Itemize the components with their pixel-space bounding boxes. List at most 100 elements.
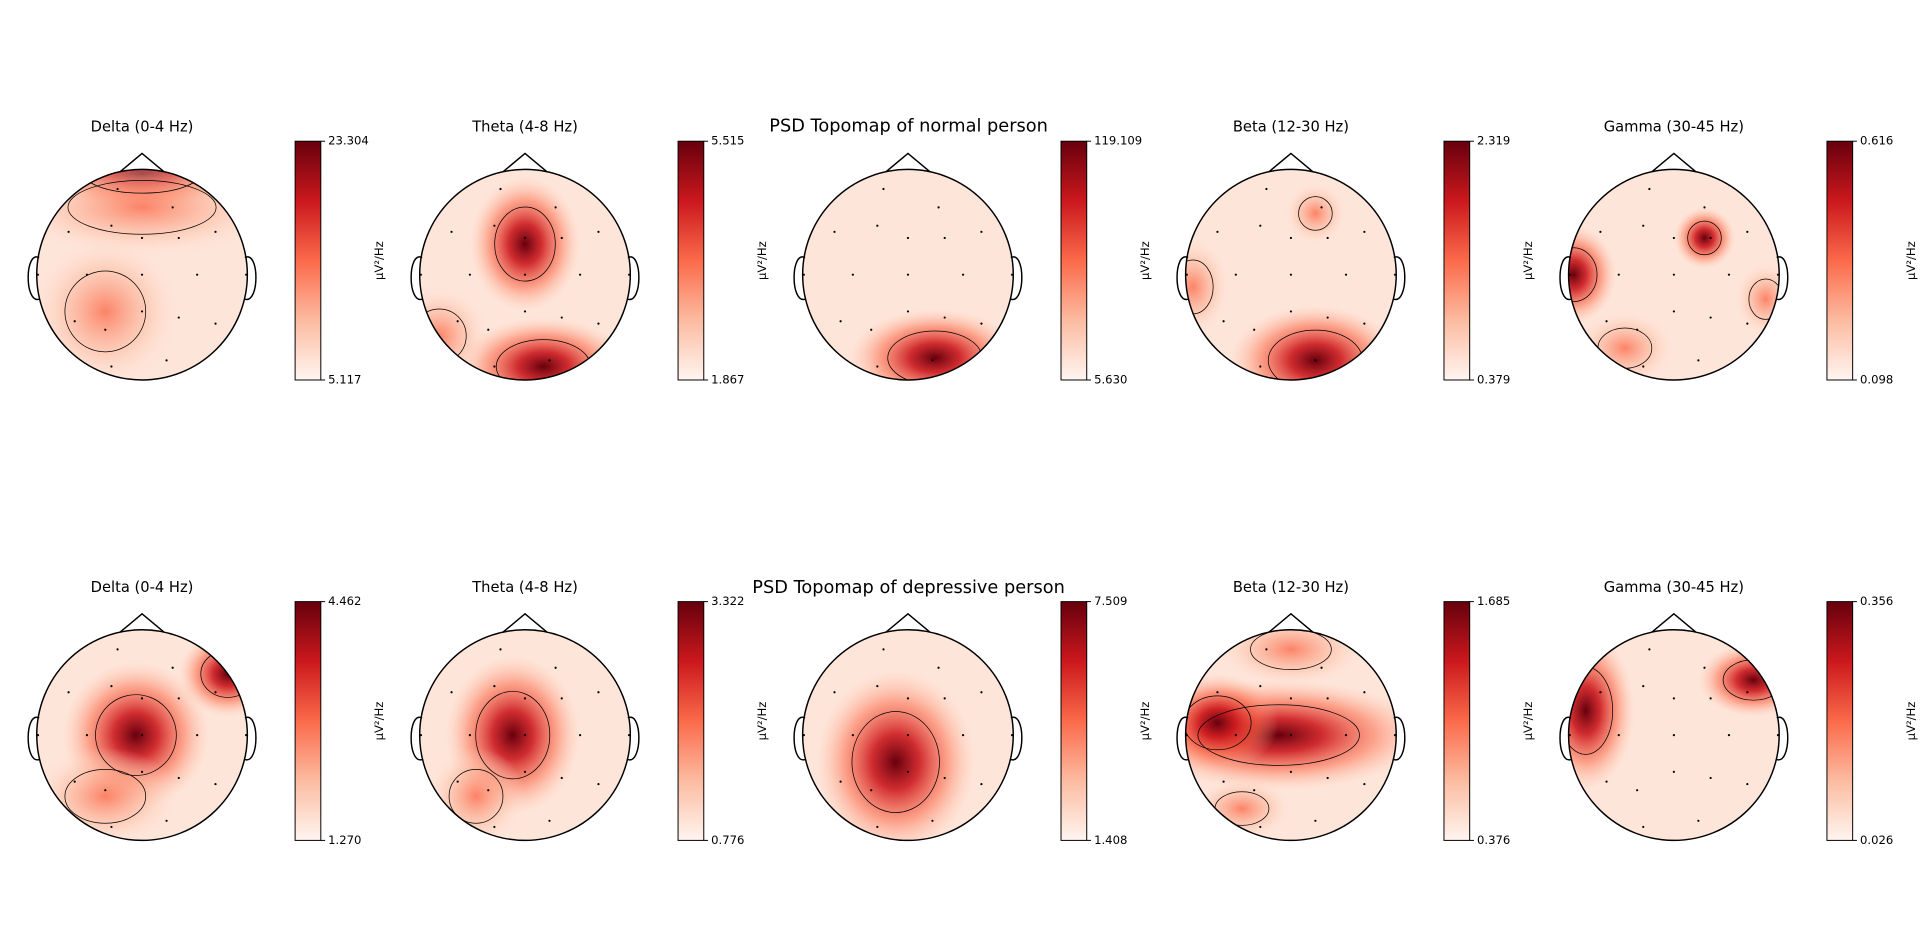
panel-title: Theta (4-8 Hz) — [471, 579, 578, 596]
colorbar — [1826, 140, 1854, 381]
colorbar-tick-label: 23.304 — [328, 134, 369, 148]
panel-title: Beta (12-30 Hz) — [1233, 119, 1349, 136]
sensor — [597, 691, 600, 694]
sensor — [560, 697, 563, 700]
sensor — [1709, 236, 1712, 240]
sensor — [1265, 648, 1268, 651]
topomap-panel: Delta (0-4 Hz) 5.117 23.304 µV²/Hz — [27, 119, 386, 386]
sensor — [943, 776, 946, 780]
sensor — [196, 273, 199, 276]
heatmap-blob — [1192, 777, 1291, 840]
sensor — [140, 733, 144, 737]
sensor — [627, 273, 631, 276]
sensor — [839, 780, 842, 783]
sensor — [906, 236, 910, 240]
sensor — [1326, 697, 1329, 700]
nose — [1651, 612, 1697, 633]
sensor — [523, 273, 527, 276]
sensor — [1259, 825, 1262, 829]
heatmap-blob — [816, 670, 976, 841]
sensor — [1703, 666, 1706, 669]
sensor — [493, 365, 496, 368]
colorbar-tick-label: 0.356 — [1860, 594, 1893, 608]
nose — [1651, 152, 1697, 173]
sensor — [980, 782, 983, 786]
sensor — [140, 273, 144, 276]
sensor — [214, 322, 217, 325]
colorbar — [1443, 601, 1471, 841]
sensor — [1185, 273, 1188, 276]
colorbar-label: µV²/Hz — [1138, 241, 1152, 280]
ear — [410, 256, 423, 300]
sensor — [1568, 273, 1571, 276]
sensor — [1289, 310, 1293, 313]
sensor — [931, 359, 934, 362]
sensor — [456, 320, 459, 323]
heatmap-blob — [849, 308, 1014, 380]
contour-line — [1748, 278, 1780, 320]
sensor — [876, 224, 879, 227]
colorbar-tick-label: 3.322 — [711, 594, 744, 608]
ear — [793, 716, 806, 761]
sensor — [523, 310, 527, 313]
sensor — [906, 273, 910, 276]
sensor — [1636, 789, 1639, 792]
panel-title: Delta (0-4 Hz) — [91, 579, 194, 596]
colorbar-label: µV²/Hz — [755, 702, 769, 741]
heatmap-blob — [1575, 311, 1674, 380]
sensor — [110, 365, 113, 368]
sensor — [1289, 236, 1293, 240]
figure-title: PSD Topomap of depressive person — [752, 578, 1065, 598]
heatmap — [36, 169, 248, 380]
colorbar — [1060, 140, 1088, 381]
sensor — [104, 789, 107, 792]
sensor — [1709, 776, 1712, 780]
colorbar-tick-label: 0.026 — [1860, 833, 1893, 847]
sensor — [1605, 780, 1608, 783]
sensor — [116, 187, 119, 191]
ear — [627, 716, 640, 761]
sensor — [802, 733, 805, 737]
sensor — [579, 733, 582, 737]
sensor — [177, 316, 180, 319]
sensor — [493, 825, 496, 829]
heatmap-blob — [1568, 225, 1617, 324]
head-outline — [418, 168, 632, 381]
sensor — [1727, 273, 1731, 276]
sensor — [554, 206, 557, 209]
colorbar-tick-label: 1.270 — [328, 833, 361, 847]
contour-line — [851, 711, 940, 813]
sensor — [943, 236, 946, 240]
sensor — [1222, 320, 1225, 323]
sensor — [1314, 359, 1317, 362]
sensor — [882, 648, 885, 651]
sensor — [214, 782, 217, 786]
sensor — [1599, 230, 1602, 233]
sensor — [1697, 819, 1700, 822]
sensor — [943, 316, 946, 319]
sensor — [1344, 273, 1348, 276]
heatmap-blob — [427, 747, 525, 841]
sensor — [1605, 320, 1608, 323]
colorbar-label: µV²/Hz — [372, 702, 386, 741]
topomap-panel: Beta (12-30 Hz) 0.379 2.319 µV²/Hz — [1176, 119, 1535, 386]
sensor — [554, 666, 557, 669]
sensor — [1363, 782, 1366, 786]
nose — [1268, 152, 1314, 173]
nose — [119, 152, 165, 173]
sensor — [36, 273, 40, 276]
head-outline — [801, 168, 1014, 381]
colorbar-tick-label: 4.462 — [328, 594, 361, 608]
sensor — [1636, 328, 1639, 331]
sensor — [85, 273, 89, 276]
sensor — [1709, 316, 1712, 319]
sensor — [1010, 733, 1014, 737]
sensor — [1259, 685, 1262, 688]
sensor — [523, 236, 527, 240]
heatmap — [802, 629, 1014, 841]
ear — [1010, 716, 1023, 761]
sensor — [196, 733, 199, 737]
sensor — [493, 685, 496, 688]
colorbar — [677, 601, 705, 841]
